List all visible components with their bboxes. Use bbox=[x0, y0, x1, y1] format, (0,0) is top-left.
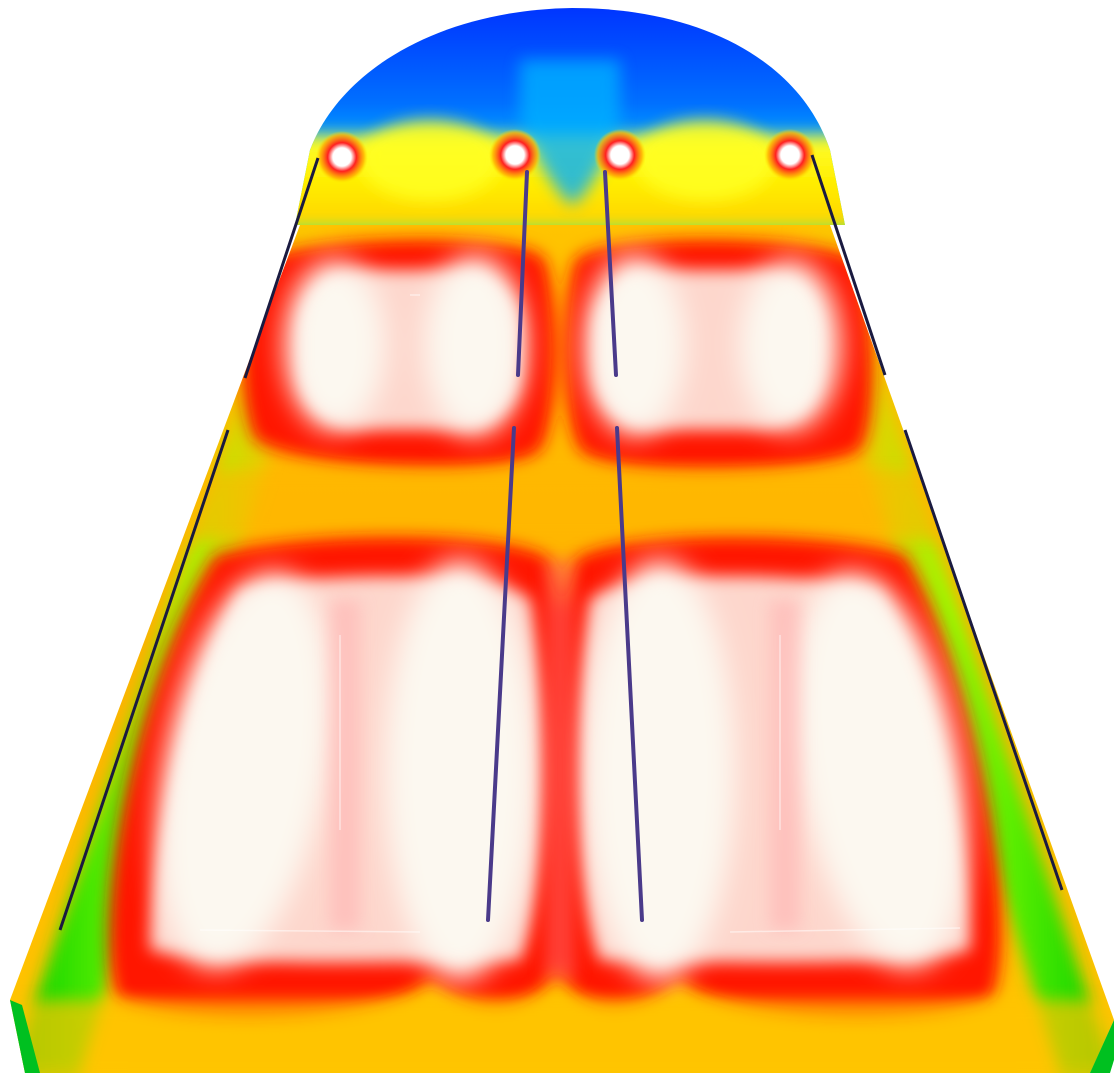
center-bar bbox=[516, 170, 529, 377]
center-bars bbox=[486, 170, 644, 922]
hot-zones-bottom-row bbox=[108, 536, 1002, 1018]
hot-zones-middle-row bbox=[242, 239, 873, 471]
hot-spot bbox=[764, 129, 816, 181]
hot-spot bbox=[316, 131, 368, 183]
field-body bbox=[10, 225, 1114, 1073]
right-rail bbox=[810, 154, 1064, 891]
panel-outline bbox=[199, 294, 961, 933]
left-base-side bbox=[10, 1000, 40, 1073]
left-rail bbox=[58, 157, 320, 931]
hot-spot bbox=[594, 129, 646, 181]
hot-spot bbox=[489, 129, 541, 181]
center-bar bbox=[603, 170, 618, 377]
right-base-side bbox=[1090, 1020, 1114, 1073]
center-bar bbox=[615, 426, 644, 922]
dome-cap bbox=[295, 8, 845, 225]
center-bar bbox=[486, 426, 516, 922]
hot-spots-top-row bbox=[316, 129, 816, 183]
side-rails bbox=[58, 154, 1064, 931]
